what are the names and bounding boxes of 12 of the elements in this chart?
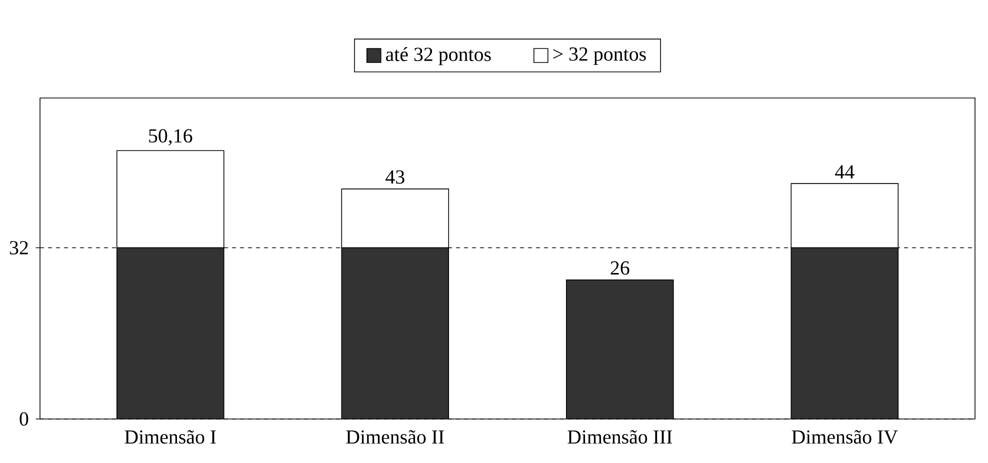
x-tick-label: Dimensão IV [792,430,898,444]
total-label: 44 [835,165,854,178]
total-label: 26 [610,261,630,275]
total-label: 50,16 [149,129,192,146]
legend-label: > 32 pontos [553,47,646,65]
y-tick-label: 32 [10,241,28,254]
x-tick-label: Dimensão III [568,430,672,444]
x-tick-label: Dimensão II [346,430,444,444]
total-label: 43 [386,170,404,184]
legend-label: até 32 pontos [386,47,491,66]
x-tick-label: Dimensão I [124,430,216,444]
y-tick-label: 0 [20,412,28,426]
